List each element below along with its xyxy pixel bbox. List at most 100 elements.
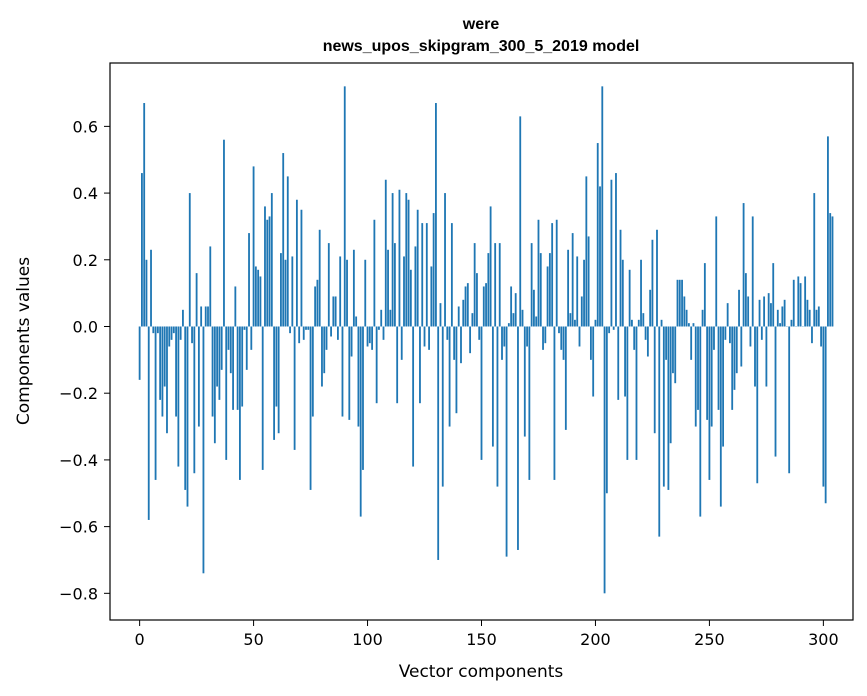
bar-component-226 [653,326,656,434]
bar-component-10 [161,326,164,417]
bar-component-174 [535,316,538,327]
bar-component-136 [448,326,451,427]
bar-component-256 [722,326,724,447]
x-tick-label: 100 [352,630,383,649]
bar-component-79 [318,229,321,327]
bar-component-0 [138,326,141,380]
y-tick-label: 0.0 [73,317,98,336]
bar-component-142 [462,299,465,327]
bar-component-126 [425,223,428,327]
bar-component-85 [332,296,335,327]
bar-component-43 [236,326,239,410]
bar-component-97 [359,326,362,517]
bar-component-222 [644,326,647,340]
bar-component-244 [694,326,697,427]
bar-component-238 [681,279,683,327]
bar-component-207 [610,179,613,327]
chart-title-line-1: were [462,16,500,33]
bar-component-27 [200,306,203,327]
y-tick-label: −0.2 [59,384,98,403]
bar-component-11 [163,326,166,387]
bar-component-200 [594,319,597,327]
bar-component-3 [145,259,148,327]
bar-component-7 [154,326,157,480]
bar-component-277 [770,303,772,327]
bar-component-113 [396,326,399,404]
bar-component-164 [512,313,515,327]
bar-component-57 [268,216,271,327]
bar-component-94 [352,249,355,327]
bar-component-92 [348,326,351,420]
bar-component-1 [141,173,143,327]
bar-component-68 [293,326,296,450]
bar-component-144 [466,283,469,327]
bar-component-76 [311,326,314,417]
bar-component-159 [501,326,503,360]
y-tick-label: −0.4 [59,451,98,470]
bar-component-186 [562,326,565,360]
bar-component-107 [382,326,385,340]
bar-component-20 [184,326,187,490]
bar-component-199 [592,326,595,397]
bar-component-56 [266,219,269,327]
bar-component-6 [152,326,155,334]
bar-component-153 [487,253,490,327]
bar-component-187 [564,326,567,430]
bar-component-189 [569,313,572,327]
bar-component-8 [156,326,159,334]
bar-component-208 [612,326,615,330]
bar-component-233 [669,326,672,444]
bar-component-282 [781,306,784,327]
bar-component-152 [485,283,487,327]
bar-component-54 [261,326,264,470]
chart-title-line-2: news_upos_skipgram_300_5_2019 model [323,38,640,55]
bar-component-9 [159,326,162,400]
bar-component-216 [631,319,633,327]
bar-component-102 [371,326,374,350]
bar-component-4 [147,326,150,520]
bar-component-301 [824,326,827,504]
bar-component-297 [815,309,818,327]
bar-component-252 [713,326,715,350]
bar-component-294 [808,309,811,327]
bar-component-44 [239,326,241,480]
bar-component-265 [742,203,745,327]
bar-component-121 [414,246,417,327]
bar-component-155 [491,326,494,447]
bar-component-201 [596,143,599,327]
bar-component-276 [767,293,770,327]
bar-component-5 [150,249,152,327]
bar-component-66 [289,326,291,334]
y-tick-label: 0.2 [73,251,98,270]
bar-component-175 [537,219,540,327]
bar-component-217 [633,326,636,350]
bar-component-58 [270,193,273,327]
bar-component-81 [323,326,326,374]
bar-component-100 [366,326,369,347]
bar-component-98 [362,326,364,470]
bar-component-242 [690,326,693,360]
bar-component-255 [719,326,722,507]
bar-component-285 [788,326,791,474]
bar-component-99 [364,259,367,327]
bar-component-16 [175,326,177,417]
bar-component-51 [254,266,257,327]
x-tick-label: 200 [580,630,611,649]
bar-component-55 [264,206,266,327]
bar-component-182 [553,326,556,480]
bar-component-96 [357,326,360,427]
bar-component-191 [574,319,576,327]
bar-component-25 [195,273,198,327]
bar-component-14 [170,326,173,340]
bar-component-35 [218,326,221,400]
bar-component-36 [220,326,223,370]
bar-component-219 [637,319,640,327]
bar-component-71 [300,209,303,327]
bar-component-197 [587,236,590,327]
bar-component-165 [514,293,517,327]
bar-component-46 [243,326,246,330]
bar-component-204 [603,326,606,594]
bar-component-220 [640,259,642,327]
bar-component-249 [706,326,709,420]
bar-component-185 [560,326,563,350]
